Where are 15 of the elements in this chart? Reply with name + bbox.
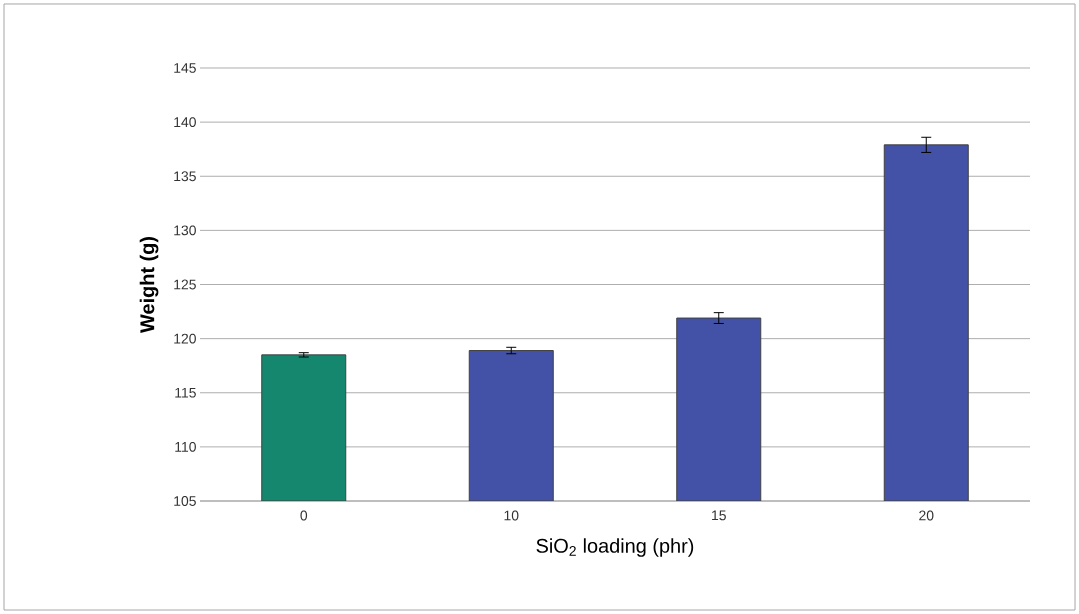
y-tick-label: 130 xyxy=(174,225,196,236)
y-tick-label: 105 xyxy=(174,496,196,506)
x-tick-label: 15 xyxy=(712,510,726,521)
x-tick-label: 0 xyxy=(300,510,308,521)
x-tick-label: 20 xyxy=(919,510,934,521)
x-axis-title: SiO$_{2}$ loading (phr) xyxy=(536,538,694,557)
y-tick-label: 145 xyxy=(174,63,196,73)
y-tick-label: 125 xyxy=(174,279,196,290)
y-tick-label: 120 xyxy=(174,333,196,344)
y-tick-label: 115 xyxy=(175,387,196,398)
y-tick-label: 110 xyxy=(175,441,196,452)
y-axis-title: Weight (g) xyxy=(139,236,159,333)
y-tick-label: 140 xyxy=(174,117,196,128)
x-tick-label: 10 xyxy=(504,510,519,521)
y-tick-label: 135 xyxy=(174,171,196,182)
